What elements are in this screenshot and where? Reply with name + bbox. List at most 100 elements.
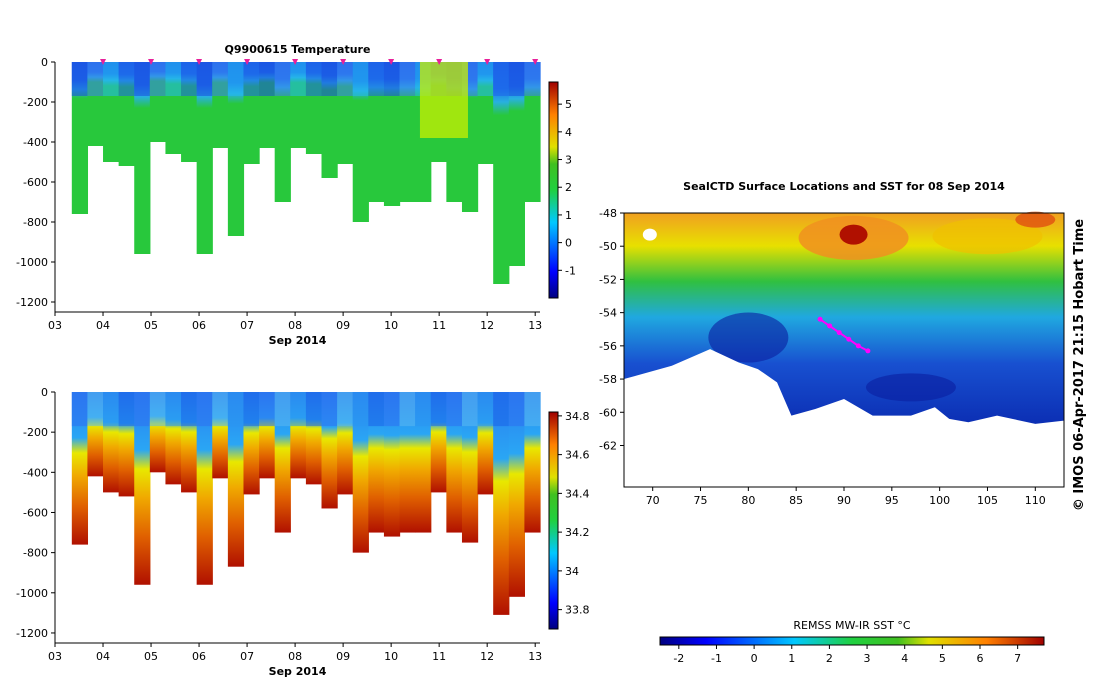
profile-marker bbox=[388, 59, 395, 65]
x-tick-label: 13 bbox=[528, 650, 542, 663]
mixed-layer-cell bbox=[337, 62, 354, 96]
hot-spot bbox=[839, 224, 868, 245]
colorbar bbox=[548, 411, 559, 630]
x-tick-label: 08 bbox=[288, 319, 302, 332]
y-tick-label: 0 bbox=[41, 386, 48, 399]
profile-column bbox=[274, 62, 291, 202]
sst-colorbar-tick-label: 2 bbox=[826, 652, 833, 665]
mixed-layer-cell bbox=[493, 62, 510, 96]
lon-tick-label: 70 bbox=[646, 494, 660, 507]
profile-column bbox=[415, 392, 432, 533]
profile-column bbox=[399, 392, 416, 533]
colorbar-tick-label: 34.8 bbox=[565, 410, 590, 423]
lon-tick-label: 75 bbox=[694, 494, 708, 507]
profile-column bbox=[461, 392, 479, 543]
mixed-layer-cell bbox=[446, 392, 463, 427]
x-tick-label: 12 bbox=[480, 319, 494, 332]
chart-title: Q9900615 Temperature bbox=[225, 43, 371, 56]
lon-tick-label: 90 bbox=[837, 494, 851, 507]
mixed-layer-cell bbox=[118, 392, 135, 427]
colorbar-tick-label: 3 bbox=[565, 154, 572, 167]
mixed-layer-cell bbox=[212, 62, 229, 96]
mixed-layer-cell bbox=[290, 392, 307, 427]
profile-column bbox=[399, 62, 416, 202]
mixed-layer-cell bbox=[352, 62, 369, 96]
mixed-layer-cell bbox=[321, 392, 338, 427]
mixed-layer-cell bbox=[227, 62, 245, 96]
profile-column bbox=[383, 392, 401, 537]
profile-column bbox=[368, 392, 385, 533]
x-tick-label: 09 bbox=[336, 650, 350, 663]
sst-colorbar-tick-label: 1 bbox=[788, 652, 795, 665]
mixed-layer-cell bbox=[134, 62, 151, 96]
profile-marker bbox=[292, 59, 299, 65]
profile-column bbox=[368, 62, 385, 202]
mixed-layer-cell bbox=[118, 62, 135, 96]
lat-tick-label: -60 bbox=[599, 406, 617, 419]
profile-column bbox=[524, 392, 541, 533]
x-tick-label: 10 bbox=[384, 319, 398, 332]
profile-marker bbox=[436, 59, 443, 65]
colorbar-tick-label: 33.8 bbox=[565, 604, 590, 617]
profile-column bbox=[274, 392, 291, 533]
mixed-layer-cell bbox=[477, 62, 494, 96]
profile-column bbox=[71, 392, 89, 545]
colorbar bbox=[548, 81, 559, 299]
seal-location bbox=[836, 330, 842, 336]
sst-colorbar-tick-label: 3 bbox=[864, 652, 871, 665]
profile-marker bbox=[196, 59, 203, 65]
mixed-layer-cell bbox=[477, 392, 494, 427]
mixed-layer-cell bbox=[383, 392, 401, 427]
mixed-layer-cell bbox=[274, 62, 291, 96]
profile-column bbox=[227, 392, 245, 567]
lon-tick-label: 95 bbox=[885, 494, 899, 507]
mixed-layer-cell bbox=[243, 62, 260, 96]
profile-column bbox=[352, 392, 369, 553]
profile-column bbox=[71, 62, 89, 214]
mixed-layer-cell bbox=[196, 392, 213, 427]
y-tick-label: -400 bbox=[23, 136, 48, 149]
profile-marker bbox=[340, 59, 347, 65]
mixed-layer-cell bbox=[165, 62, 182, 96]
mixed-layer-cell bbox=[493, 392, 510, 427]
sst-colorbar-tick-label: 5 bbox=[939, 652, 946, 665]
y-tick-label: -1000 bbox=[16, 256, 48, 269]
x-tick-label: 10 bbox=[384, 650, 398, 663]
mixed-layer-cell bbox=[243, 392, 260, 427]
profile-marker bbox=[532, 59, 539, 65]
colorbar-tick-label: 1 bbox=[565, 209, 572, 222]
sst-colorbar-tick-label: -1 bbox=[711, 652, 722, 665]
sst-colorbar-tick-label: 6 bbox=[977, 652, 984, 665]
warm-patch bbox=[932, 218, 1043, 255]
colorbar-tick-label: 2 bbox=[565, 181, 572, 194]
mixed-layer-cell bbox=[524, 392, 541, 427]
profile-column bbox=[196, 392, 213, 585]
x-tick-label: 12 bbox=[480, 650, 494, 663]
mixed-layer-cell bbox=[368, 392, 385, 427]
mixed-layer-cell bbox=[212, 392, 229, 427]
profile-column bbox=[383, 62, 401, 206]
lat-tick-label: -62 bbox=[599, 439, 617, 452]
colorbar-tick-label: 0 bbox=[565, 237, 572, 250]
mixed-layer-cell bbox=[321, 62, 338, 96]
colorbar-tick-label: 5 bbox=[565, 98, 572, 111]
lat-tick-label: -58 bbox=[599, 373, 617, 386]
y-tick-label: -800 bbox=[23, 547, 48, 560]
lon-tick-label: 110 bbox=[1025, 494, 1046, 507]
profile-column bbox=[134, 392, 151, 585]
warm-patch bbox=[1015, 211, 1056, 228]
seal-location bbox=[817, 316, 823, 322]
lon-tick-label: 85 bbox=[789, 494, 803, 507]
lat-tick-label: -52 bbox=[599, 273, 617, 286]
seal-location bbox=[846, 336, 852, 342]
x-tick-label: 07 bbox=[240, 319, 254, 332]
sst-colorbar bbox=[659, 636, 1045, 646]
mixed-layer-cell bbox=[134, 392, 151, 427]
colorbar-tick-label: 34.4 bbox=[565, 487, 590, 500]
lat-tick-label: -54 bbox=[599, 307, 617, 320]
seal-location bbox=[827, 323, 833, 329]
sst-colorbar-tick-label: 0 bbox=[751, 652, 758, 665]
warm-anomaly bbox=[419, 62, 468, 138]
